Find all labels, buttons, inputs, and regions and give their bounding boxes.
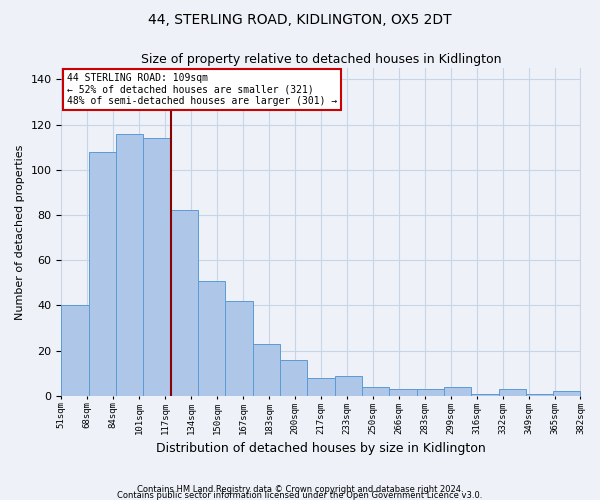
Y-axis label: Number of detached properties: Number of detached properties bbox=[15, 144, 25, 320]
Title: Size of property relative to detached houses in Kidlington: Size of property relative to detached ho… bbox=[141, 52, 501, 66]
Bar bbox=[416, 389, 444, 396]
Bar bbox=[335, 376, 362, 396]
Bar bbox=[471, 394, 499, 396]
Bar bbox=[143, 138, 170, 396]
Bar bbox=[553, 392, 580, 396]
Text: 44 STERLING ROAD: 109sqm
← 52% of detached houses are smaller (321)
48% of semi-: 44 STERLING ROAD: 109sqm ← 52% of detach… bbox=[67, 73, 337, 106]
Bar bbox=[499, 389, 526, 396]
Bar bbox=[526, 394, 553, 396]
Bar bbox=[170, 210, 198, 396]
Bar bbox=[389, 389, 416, 396]
Bar bbox=[280, 360, 307, 396]
Bar bbox=[226, 301, 253, 396]
Bar bbox=[116, 134, 143, 396]
Bar bbox=[253, 344, 280, 396]
Bar bbox=[362, 387, 389, 396]
Text: Contains public sector information licensed under the Open Government Licence v3: Contains public sector information licen… bbox=[118, 491, 482, 500]
Bar bbox=[444, 387, 471, 396]
Text: 44, STERLING ROAD, KIDLINGTON, OX5 2DT: 44, STERLING ROAD, KIDLINGTON, OX5 2DT bbox=[148, 12, 452, 26]
X-axis label: Distribution of detached houses by size in Kidlington: Distribution of detached houses by size … bbox=[156, 442, 486, 455]
Bar bbox=[198, 280, 226, 396]
Bar bbox=[89, 152, 116, 396]
Bar bbox=[61, 306, 89, 396]
Bar bbox=[307, 378, 335, 396]
Text: Contains HM Land Registry data © Crown copyright and database right 2024.: Contains HM Land Registry data © Crown c… bbox=[137, 485, 463, 494]
